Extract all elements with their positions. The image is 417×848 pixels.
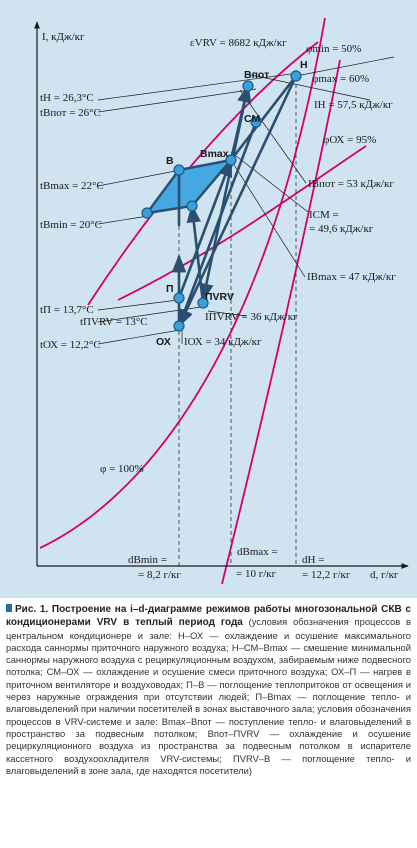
i-n-label: IН = 57,5 кДж/кг bbox=[314, 99, 393, 111]
point-bmax bbox=[225, 154, 237, 166]
i-sm-label-1: IСМ = bbox=[309, 209, 339, 221]
t-pvrv-label: tПVRV = 13°С bbox=[80, 316, 148, 328]
label-bpot: Впот bbox=[244, 69, 269, 81]
x-axis-label: d, г/кг bbox=[370, 569, 399, 581]
d-bmin-label-1: dВmin = bbox=[128, 554, 167, 566]
t-n-label: tН = 26,3°С bbox=[40, 92, 94, 104]
process-points bbox=[141, 70, 302, 332]
label-n: Н bbox=[300, 59, 308, 71]
point-p bbox=[173, 292, 185, 304]
i-bmax-label: IВmax = 47 кДж/кг bbox=[307, 271, 396, 283]
phi-95-curve bbox=[117, 145, 367, 301]
figure-caption: Рис. 1. Построение на i–d-диаграмме режи… bbox=[6, 603, 411, 777]
phi-max-label: φmax = 60% bbox=[312, 73, 369, 85]
epsilon-label: εVRV = 8682 кДж/кг bbox=[190, 37, 287, 49]
label-b: В bbox=[166, 155, 174, 167]
point-pvrv bbox=[197, 297, 209, 309]
t-bpot-label: tВпот = 26°С bbox=[40, 107, 101, 119]
reference-lines bbox=[97, 56, 395, 345]
d-bmin-label-2: = 8,2 г/кг bbox=[138, 569, 181, 581]
point-ox bbox=[173, 320, 185, 332]
point-bpot bbox=[242, 80, 254, 92]
point-n bbox=[290, 70, 302, 82]
d-n-label-2: = 12,2 г/кг bbox=[302, 569, 351, 581]
phi-100-label: φ = 100% bbox=[100, 463, 144, 475]
point-sm bbox=[250, 116, 262, 128]
t-bmin-label: tВmin = 20°С bbox=[40, 219, 102, 231]
caption-marker bbox=[6, 604, 12, 612]
i-pvrv-label: IПVRV = 36 кДж/кг bbox=[205, 311, 298, 323]
y-axis-label: I, кДж/кг bbox=[42, 31, 85, 43]
t-p-label: tП = 13,7°С bbox=[40, 304, 94, 316]
d-bmax-label-1: dВmax = bbox=[237, 546, 278, 558]
phi-min-label: φmin = 50% bbox=[306, 43, 361, 55]
point-bmin-left bbox=[141, 207, 153, 219]
process-lines bbox=[171, 75, 298, 328]
label-ox: ОХ bbox=[156, 336, 171, 348]
i-sm-label-2: = 49,6 кДж/кг bbox=[309, 223, 374, 235]
point-b bbox=[173, 164, 185, 176]
caption-title: Рис. 1. Построение на i–d-диаграмме режи… bbox=[6, 604, 411, 629]
phi-ox-label: φОХ = 95% bbox=[323, 134, 376, 146]
i-ox-label: IОХ = 34 кДж/кг bbox=[184, 336, 262, 348]
label-bmax: Вmax bbox=[200, 148, 229, 160]
phi-60-curve bbox=[221, 59, 341, 585]
d-bmax-label-2: = 10 г/кг bbox=[236, 568, 277, 580]
label-pvrv: ПVRV bbox=[205, 291, 234, 303]
point-bmin-right bbox=[186, 200, 198, 212]
d-n-label-1: dН = bbox=[302, 554, 324, 566]
phi-50-curve bbox=[87, 41, 319, 306]
caption-body: (условия обозначения процессов в централ… bbox=[6, 616, 412, 776]
label-sm: СМ bbox=[244, 113, 260, 125]
phi-100-curve bbox=[39, 17, 326, 549]
diagram-panel: I, кДж/кг d, г/кг φmin = 50% φmax = 60% … bbox=[0, 0, 417, 598]
id-diagram: I, кДж/кг d, г/кг φmin = 50% φmax = 60% … bbox=[34, 17, 409, 585]
t-ox-label: tОХ = 12,2°С bbox=[40, 339, 101, 351]
label-p: П bbox=[166, 283, 174, 295]
t-bmax-label: tВmax = 22°С bbox=[40, 180, 104, 192]
i-bpot-label: IВпот = 53 кДж/кг bbox=[308, 178, 394, 190]
